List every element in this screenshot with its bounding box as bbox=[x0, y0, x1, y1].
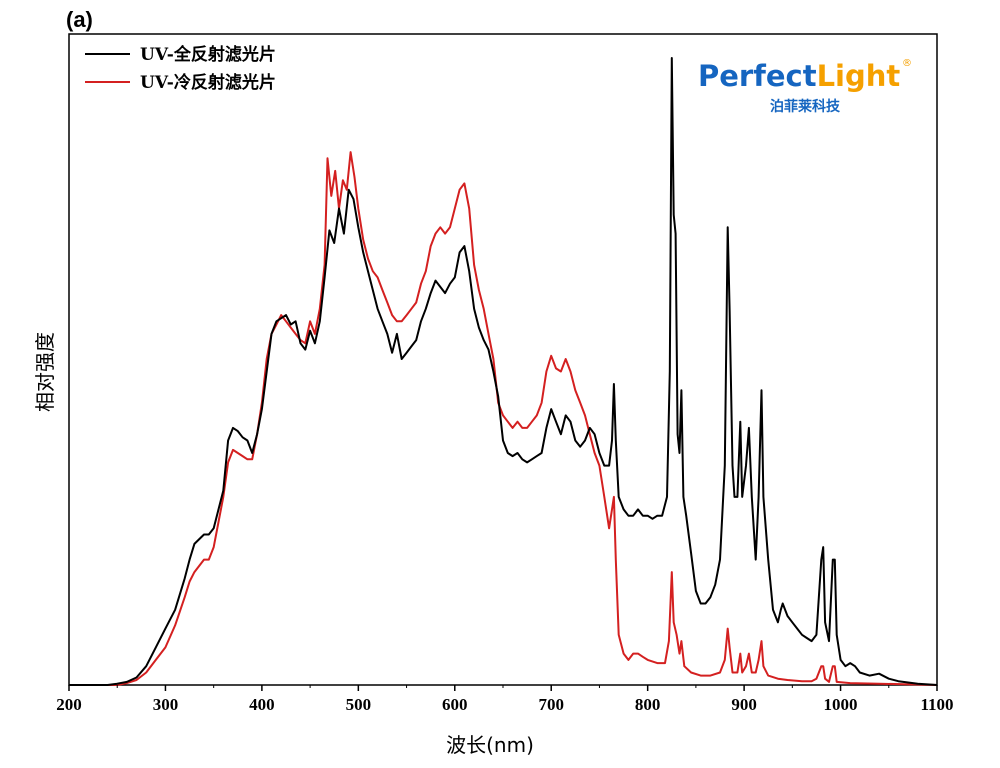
logo-registered-mark: ® bbox=[902, 58, 912, 69]
x-tick-label: 700 bbox=[538, 695, 564, 714]
x-axis-title: 波长(nm) bbox=[446, 733, 534, 757]
x-tick-label: 800 bbox=[635, 695, 661, 714]
y-axis-title: 相对强度 bbox=[33, 332, 57, 412]
legend-label-series-1: UV-全反射滤光片 bbox=[140, 44, 276, 65]
legend-label-series-2: UV-冷反射滤光片 bbox=[140, 72, 276, 93]
logo-text-light: Light bbox=[817, 59, 901, 93]
perfectlight-logo: PerfectLight ® 泊菲莱科技 bbox=[698, 58, 912, 115]
series-line-1 bbox=[69, 57, 938, 686]
panel-label: (a) bbox=[66, 7, 93, 32]
plot-frame bbox=[68, 33, 938, 686]
x-tick-label: 1100 bbox=[920, 695, 953, 714]
x-tick-label: 400 bbox=[249, 695, 275, 714]
x-axis-ticks: 200 300 400 500 600 700 800 900 1000 1100 bbox=[56, 685, 954, 714]
x-tick-label: 900 bbox=[731, 695, 757, 714]
plot-area: 200 300 400 500 600 700 800 900 1000 1100 bbox=[56, 33, 954, 714]
x-tick-label: 500 bbox=[346, 695, 372, 714]
logo-subtitle: 泊菲莱科技 bbox=[770, 98, 841, 115]
x-tick-label: 300 bbox=[153, 695, 179, 714]
svg-text:PerfectLight: PerfectLight bbox=[698, 59, 900, 93]
series-layer bbox=[69, 57, 938, 686]
series-line-2 bbox=[69, 151, 938, 686]
legend: UV-全反射滤光片 UV-冷反射滤光片 bbox=[85, 44, 276, 93]
x-tick-label: 1000 bbox=[824, 695, 858, 714]
logo-text-perfect: Perfect bbox=[698, 59, 817, 93]
x-tick-label: 600 bbox=[442, 695, 468, 714]
x-tick-label: 200 bbox=[56, 695, 82, 714]
